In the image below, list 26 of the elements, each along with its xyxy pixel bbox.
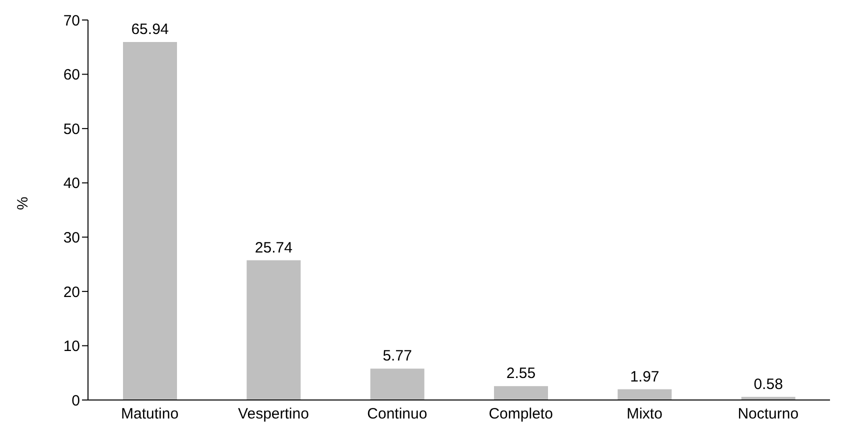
y-tick-label: 50 (63, 120, 80, 138)
bar (246, 260, 301, 400)
x-tick-label: Matutino (121, 406, 179, 423)
y-axis-title: % (14, 196, 32, 210)
y-tick-label: 70 (63, 12, 80, 30)
bar (494, 386, 548, 400)
y-tick-label: 40 (63, 175, 80, 192)
y-tick-label: 10 (63, 338, 80, 356)
x-tick-label: Completo (488, 406, 553, 423)
y-tick-label: 60 (63, 66, 80, 84)
y-tick-label: 0 (72, 392, 80, 410)
data-label: 2.55 (506, 365, 536, 382)
data-label: 5.77 (382, 348, 412, 365)
bar (618, 389, 672, 400)
x-tick-label: Mixto (626, 406, 662, 423)
y-tick-label: 20 (63, 284, 80, 301)
data-label: 65.94 (131, 21, 169, 38)
data-label: 0.58 (754, 376, 783, 393)
data-label: 1.97 (630, 368, 660, 386)
bar (370, 368, 424, 400)
data-label: 25.74 (254, 239, 292, 256)
y-tick-label: 30 (63, 229, 80, 246)
x-tick-label: Continuo (367, 406, 428, 423)
x-tick-label: Nocturno (738, 406, 799, 423)
bar (123, 42, 177, 400)
x-tick-label: Vespertino (238, 406, 309, 423)
